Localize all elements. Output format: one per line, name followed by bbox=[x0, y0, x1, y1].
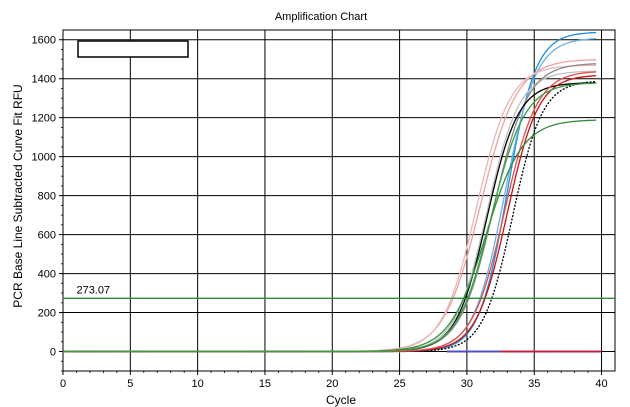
x-tick-label: 35 bbox=[528, 378, 540, 390]
plot-area bbox=[62, 29, 616, 372]
chart-title: Amplification Chart bbox=[275, 11, 367, 23]
axis-ticks: 0 5 10 15 20 25 30 35 40020040060080010001200140… bbox=[32, 35, 608, 390]
x-tick-label: 25 bbox=[393, 378, 405, 390]
y-tick-label: 1000 bbox=[32, 152, 56, 164]
y-tick-label: 600 bbox=[38, 230, 56, 242]
x-tick-label: 10 bbox=[192, 378, 204, 390]
series-line-12 bbox=[63, 82, 597, 353]
amplification-curves bbox=[63, 31, 597, 353]
x-tick-label: 20 bbox=[326, 378, 338, 390]
x-tick-label: 40 bbox=[595, 378, 607, 390]
threshold-label: 273.07 bbox=[76, 284, 110, 296]
x-tick-label: 5 bbox=[127, 378, 133, 390]
y-axis-title: PCR Base Line Subtracted Curve Fit RFU bbox=[11, 84, 25, 307]
x-tick-label: 0 bbox=[60, 378, 66, 390]
x-tick-label: 30 bbox=[461, 378, 473, 390]
y-tick-label: 0 bbox=[50, 347, 56, 359]
y-tick-label: 800 bbox=[38, 191, 56, 203]
y-tick-label: 1200 bbox=[32, 113, 56, 125]
y-tick-label: 200 bbox=[38, 308, 56, 320]
threshold: 273.07 bbox=[63, 284, 615, 299]
grid-lines bbox=[63, 30, 615, 371]
y-tick-label: 400 bbox=[38, 269, 56, 281]
x-tick-label: 15 bbox=[259, 378, 271, 390]
x-axis-title: Cycle bbox=[326, 393, 356, 407]
y-tick-label: 1600 bbox=[32, 35, 56, 47]
legend-box bbox=[77, 40, 189, 58]
y-tick-label: 1400 bbox=[32, 74, 56, 86]
